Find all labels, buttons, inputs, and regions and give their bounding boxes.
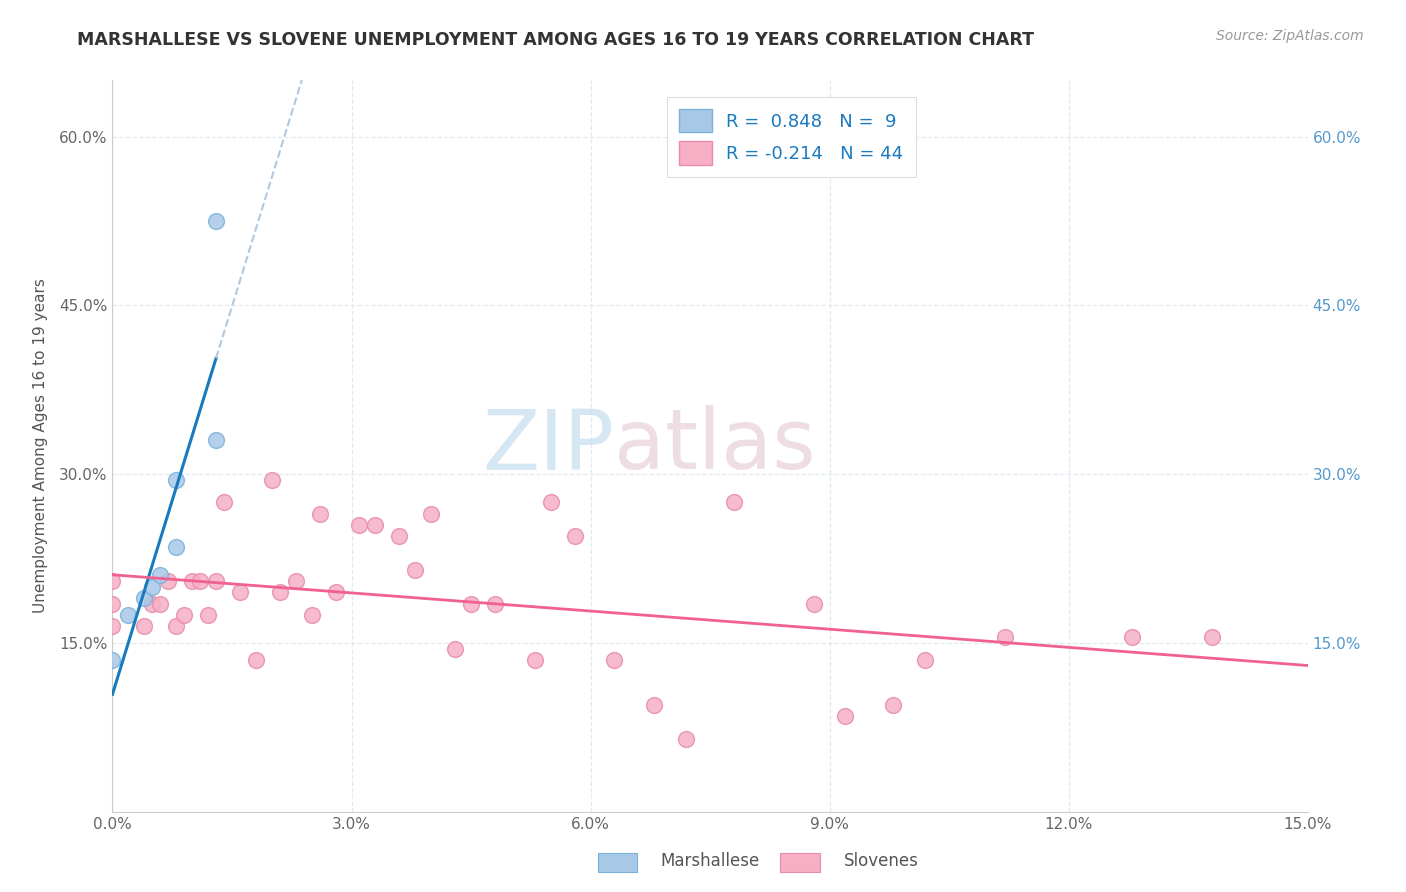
Point — [101, 597, 124, 611]
Text: Slovenes: Slovenes — [844, 852, 918, 870]
Point — [484, 597, 506, 611]
Point — [149, 597, 172, 611]
Point — [101, 619, 124, 633]
Text: Source: ZipAtlas.com: Source: ZipAtlas.com — [1216, 29, 1364, 43]
Point — [325, 585, 347, 599]
Point — [914, 653, 936, 667]
Point — [603, 653, 626, 667]
Point — [101, 653, 124, 667]
Point — [523, 653, 546, 667]
Text: Marshallese: Marshallese — [661, 852, 761, 870]
Point — [181, 574, 204, 588]
Point — [643, 698, 665, 712]
Point — [882, 698, 904, 712]
Point — [141, 597, 163, 611]
Point — [149, 568, 172, 582]
Point — [564, 529, 586, 543]
Point — [141, 580, 163, 594]
Point — [444, 641, 467, 656]
Point — [205, 214, 228, 228]
Text: ZIP: ZIP — [482, 406, 614, 486]
Point — [349, 517, 371, 532]
Point — [165, 619, 187, 633]
Point — [284, 574, 307, 588]
Point — [803, 597, 825, 611]
Point — [260, 473, 283, 487]
Point — [188, 574, 211, 588]
Point — [269, 585, 291, 599]
Point — [460, 597, 482, 611]
Point — [723, 495, 745, 509]
Point — [420, 507, 443, 521]
Legend: R =  0.848   N =  9, R = -0.214   N = 44: R = 0.848 N = 9, R = -0.214 N = 44 — [666, 96, 917, 178]
Point — [165, 473, 187, 487]
Point — [308, 507, 330, 521]
Point — [540, 495, 562, 509]
Text: atlas: atlas — [614, 406, 815, 486]
Point — [117, 607, 139, 622]
Point — [212, 495, 235, 509]
Point — [388, 529, 411, 543]
Point — [165, 541, 187, 555]
Point — [1201, 630, 1223, 644]
Point — [994, 630, 1017, 644]
Point — [205, 434, 228, 448]
Point — [101, 574, 124, 588]
Point — [675, 731, 697, 746]
Point — [834, 709, 856, 723]
Point — [157, 574, 180, 588]
Point — [1121, 630, 1143, 644]
Point — [245, 653, 267, 667]
Point — [364, 517, 387, 532]
Point — [205, 574, 228, 588]
Y-axis label: Unemployment Among Ages 16 to 19 years: Unemployment Among Ages 16 to 19 years — [32, 278, 48, 614]
Point — [301, 607, 323, 622]
Text: MARSHALLESE VS SLOVENE UNEMPLOYMENT AMONG AGES 16 TO 19 YEARS CORRELATION CHART: MARSHALLESE VS SLOVENE UNEMPLOYMENT AMON… — [77, 31, 1035, 49]
Point — [134, 619, 156, 633]
Point — [173, 607, 195, 622]
Point — [197, 607, 219, 622]
Point — [404, 563, 426, 577]
Point — [134, 591, 156, 605]
Point — [229, 585, 252, 599]
